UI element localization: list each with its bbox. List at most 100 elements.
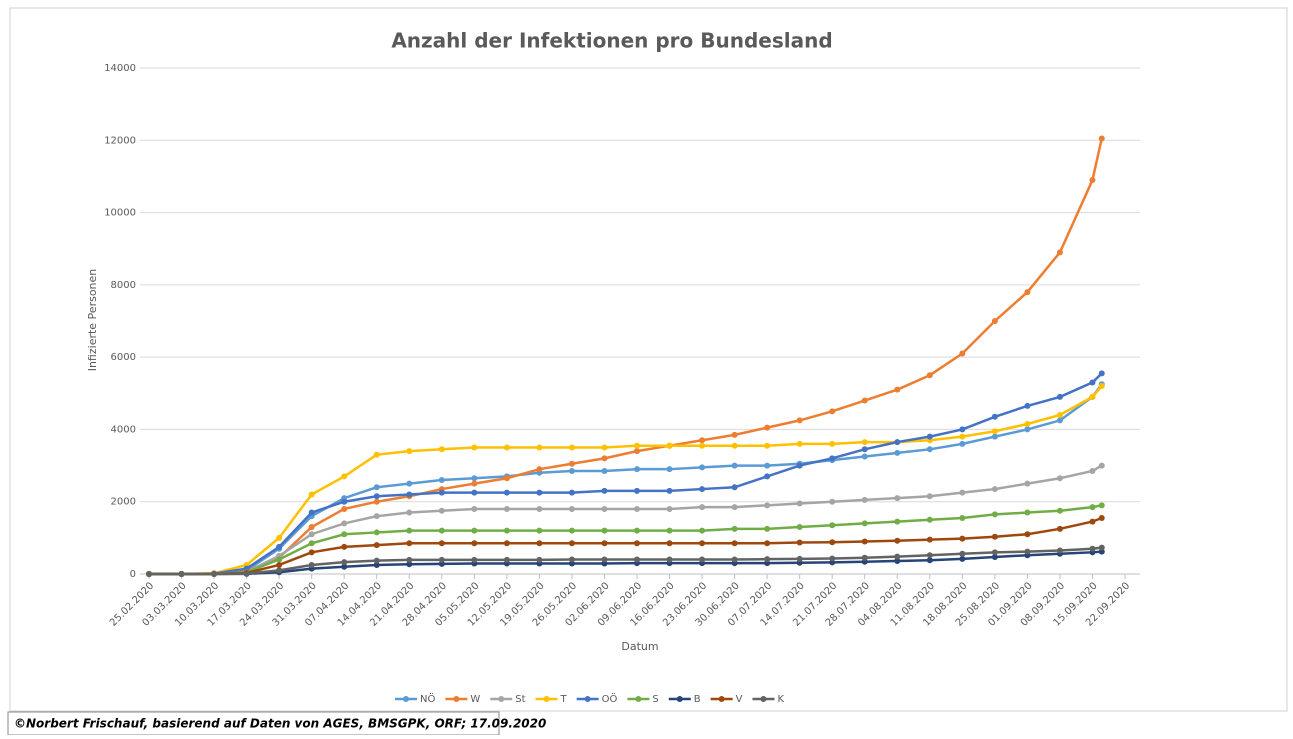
data-point — [764, 473, 771, 480]
data-point — [634, 505, 640, 512]
chart-title: Anzahl der Infektionen pro Bundesland — [391, 29, 832, 53]
data-point — [829, 440, 836, 447]
data-point — [146, 571, 152, 577]
data-point — [861, 538, 868, 545]
y-tick-label: 12000 — [104, 135, 136, 146]
data-point — [341, 563, 348, 570]
data-point — [634, 442, 640, 449]
data-point — [1056, 393, 1063, 400]
data-point — [926, 372, 933, 379]
data-point — [341, 473, 348, 480]
data-point — [926, 552, 933, 559]
data-point — [503, 505, 510, 512]
data-point — [666, 466, 673, 473]
data-point — [991, 413, 998, 420]
data-point — [991, 428, 998, 435]
y-tick-label: 0 — [130, 569, 136, 580]
data-point — [796, 417, 803, 424]
data-point — [601, 505, 608, 512]
data-point — [1056, 547, 1063, 554]
data-point — [308, 531, 315, 538]
data-point — [438, 489, 445, 496]
y-axis-label: Infizierte Personen — [86, 269, 99, 372]
data-point — [471, 489, 478, 496]
data-point — [991, 511, 998, 518]
data-point — [601, 467, 608, 474]
data-point — [1024, 548, 1031, 555]
data-point — [829, 455, 836, 462]
data-point — [568, 460, 575, 467]
data-point — [1056, 411, 1063, 418]
data-point — [1089, 393, 1096, 400]
data-point — [959, 550, 966, 557]
data-point — [666, 487, 673, 494]
y-tick-label: 8000 — [111, 280, 136, 291]
data-point — [276, 567, 283, 574]
data-point — [471, 556, 478, 563]
data-point — [601, 455, 608, 462]
data-point — [568, 556, 575, 563]
data-point — [764, 502, 771, 509]
data-point — [1089, 177, 1096, 184]
data-point — [991, 549, 998, 556]
data-point — [699, 556, 706, 563]
data-point — [438, 540, 445, 547]
data-point — [406, 561, 413, 568]
data-point — [959, 440, 966, 447]
data-point — [308, 524, 315, 531]
data-point — [699, 442, 706, 449]
data-point — [894, 439, 901, 446]
legend-marker — [635, 696, 642, 702]
data-point — [634, 466, 640, 473]
legend-marker — [718, 696, 725, 702]
data-point — [634, 487, 640, 494]
data-point — [276, 534, 283, 541]
data-point — [829, 498, 836, 505]
data-point — [503, 489, 510, 496]
data-point — [1024, 480, 1031, 487]
data-point — [861, 439, 868, 446]
data-point — [926, 493, 933, 500]
data-point — [341, 559, 348, 566]
data-point — [959, 426, 966, 433]
data-point — [438, 556, 445, 563]
data-point — [406, 491, 413, 498]
data-point — [894, 537, 901, 544]
data-point — [601, 527, 608, 534]
legend-label: K — [777, 694, 784, 705]
data-point — [406, 480, 413, 487]
data-point — [699, 464, 706, 471]
data-point — [959, 555, 966, 562]
data-point — [959, 350, 966, 357]
data-point — [829, 539, 836, 546]
data-point — [373, 557, 380, 564]
data-point — [276, 561, 283, 568]
data-point — [731, 504, 738, 511]
data-point — [666, 442, 673, 449]
legend-marker — [584, 696, 591, 702]
data-point — [341, 543, 348, 550]
legend-marker — [403, 696, 409, 702]
data-point — [699, 504, 706, 511]
data-point — [373, 529, 380, 536]
data-point — [1056, 417, 1063, 424]
data-point — [536, 489, 543, 496]
data-point — [1056, 475, 1063, 482]
data-point — [373, 513, 380, 520]
data-point — [894, 557, 901, 564]
data-point — [731, 525, 738, 532]
data-point — [243, 570, 250, 577]
data-point — [731, 540, 738, 547]
data-point — [926, 516, 933, 523]
legend-label: B — [694, 694, 701, 705]
data-point — [764, 462, 771, 469]
data-point — [959, 433, 966, 440]
data-point — [536, 505, 543, 512]
data-point — [861, 397, 868, 404]
data-point — [1024, 426, 1031, 433]
y-tick-label: 4000 — [111, 424, 136, 435]
legend-marker — [498, 696, 505, 702]
data-point — [601, 444, 608, 451]
data-point — [991, 554, 998, 561]
y-tick-label: 6000 — [111, 352, 136, 363]
